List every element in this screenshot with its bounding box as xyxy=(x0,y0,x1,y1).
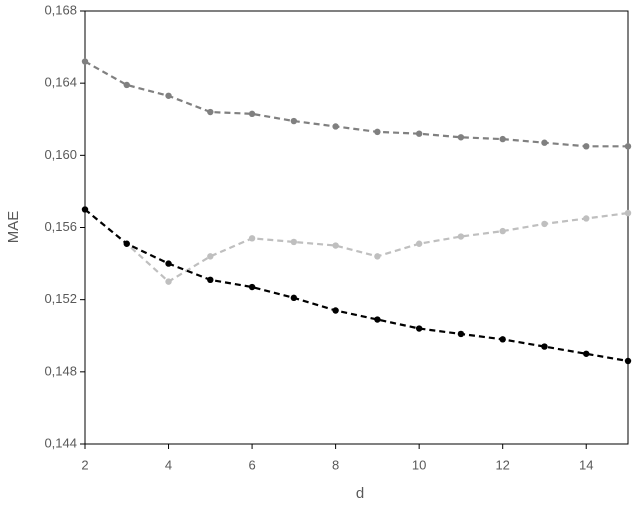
series-point xyxy=(583,215,590,222)
series-point xyxy=(541,139,548,146)
series-line xyxy=(84,208,629,363)
series-line xyxy=(84,60,628,148)
series-point xyxy=(207,276,214,284)
series-point xyxy=(165,260,172,267)
series-point xyxy=(332,123,339,130)
series-line xyxy=(84,208,629,283)
series-point xyxy=(374,253,381,260)
series-point xyxy=(332,307,339,314)
series-point xyxy=(624,357,632,365)
series-point xyxy=(290,294,298,302)
y-tick-label: 0,164 xyxy=(44,75,77,90)
series-point xyxy=(374,128,381,136)
series-point xyxy=(415,325,423,332)
x-tick-label: 10 xyxy=(412,457,426,472)
series-point xyxy=(457,330,465,338)
series-point xyxy=(290,117,298,125)
series-point xyxy=(207,108,214,116)
series-point xyxy=(290,238,298,246)
series-point xyxy=(457,134,465,141)
x-tick-label: 6 xyxy=(248,457,255,472)
series-point xyxy=(81,206,89,213)
x-tick-label: 4 xyxy=(165,457,172,472)
series-point xyxy=(165,278,172,285)
series-point xyxy=(624,143,632,150)
series-point xyxy=(81,58,89,65)
x-tick-label: 8 xyxy=(332,457,339,472)
x-tick-label: 14 xyxy=(579,457,593,472)
series-point xyxy=(332,242,339,249)
series-point xyxy=(207,253,214,260)
series-point xyxy=(583,143,590,150)
series-point xyxy=(541,220,548,228)
series-point xyxy=(123,81,130,89)
y-tick-label: 0,160 xyxy=(44,147,77,162)
series-point xyxy=(248,283,256,291)
y-tick-label: 0,168 xyxy=(44,2,77,17)
series-point xyxy=(248,110,256,118)
series-point xyxy=(415,130,423,137)
series-point xyxy=(165,92,172,99)
series-point xyxy=(499,135,506,143)
series-point xyxy=(624,209,632,217)
series-point xyxy=(541,343,548,350)
x-axis-label: d xyxy=(356,485,364,502)
y-tick-label: 0,156 xyxy=(44,219,77,234)
y-tick-label: 0,148 xyxy=(44,363,77,378)
series-point xyxy=(457,233,465,240)
y-tick-label: 0,152 xyxy=(44,291,77,306)
series-point xyxy=(499,336,506,343)
x-tick-label: 2 xyxy=(81,457,88,472)
series-point xyxy=(415,240,423,247)
series-point xyxy=(374,316,381,323)
series-point xyxy=(499,227,506,235)
series-point xyxy=(583,350,590,357)
y-axis-label: MAE xyxy=(5,211,22,244)
y-tick-label: 0,144 xyxy=(44,435,77,450)
series-point xyxy=(248,235,256,242)
x-tick-label: 12 xyxy=(495,457,509,472)
series-point xyxy=(123,240,130,247)
plot-frame xyxy=(84,10,629,445)
